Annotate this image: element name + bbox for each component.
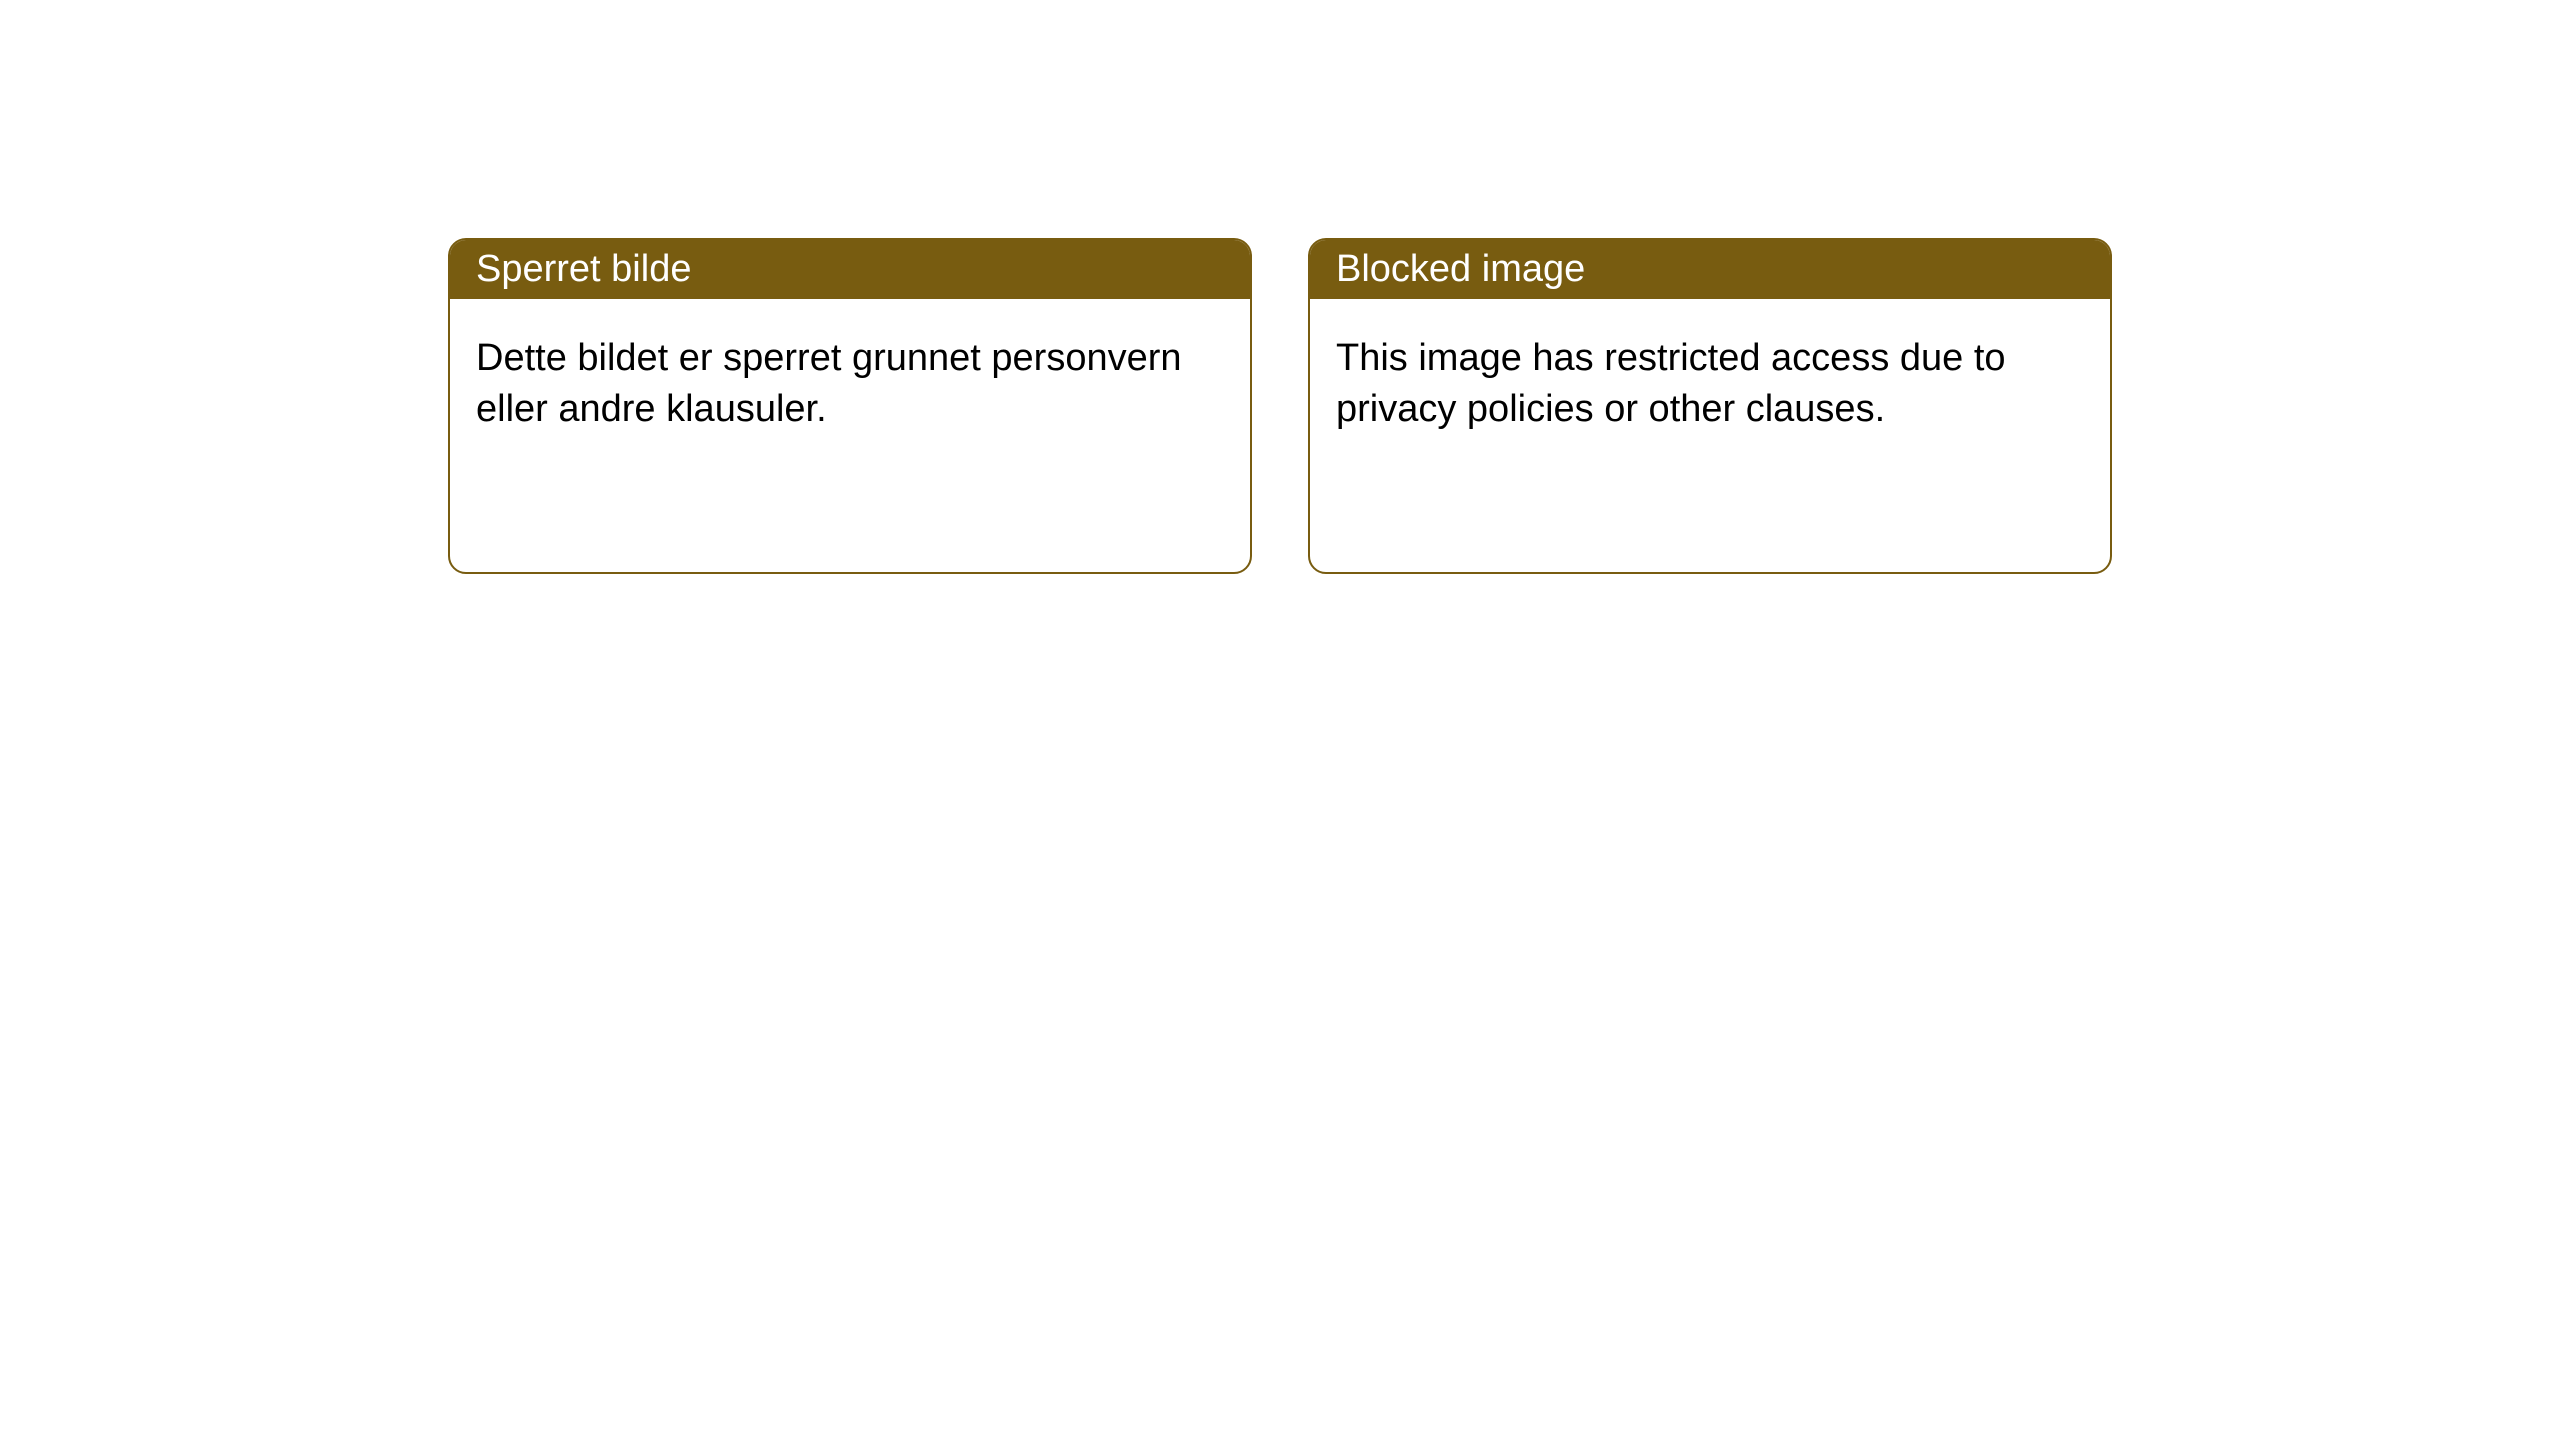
card-title: Blocked image — [1310, 240, 2110, 299]
cards-container: Sperret bilde Dette bildet er sperret gr… — [0, 0, 2560, 574]
card-body: This image has restricted access due to … — [1310, 299, 2110, 470]
card-body: Dette bildet er sperret grunnet personve… — [450, 299, 1250, 470]
blocked-image-card-no: Sperret bilde Dette bildet er sperret gr… — [448, 238, 1252, 574]
blocked-image-card-en: Blocked image This image has restricted … — [1308, 238, 2112, 574]
card-title: Sperret bilde — [450, 240, 1250, 299]
